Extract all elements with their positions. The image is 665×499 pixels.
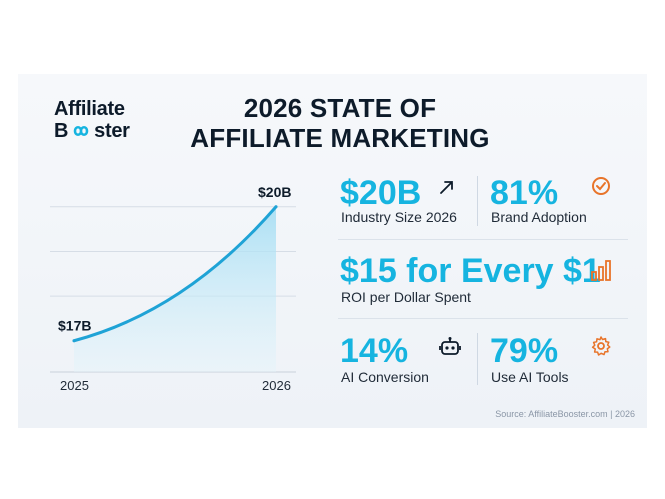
brand-line1: Affiliate bbox=[54, 98, 125, 120]
stat-industry-size-label: Industry Size 2026 bbox=[341, 209, 457, 225]
divider bbox=[338, 239, 628, 240]
stat-ai-tools-value: 79% bbox=[490, 332, 559, 370]
data-label: $20B bbox=[258, 184, 291, 200]
x-tick-label: 2026 bbox=[262, 378, 291, 393]
stat-ai-conversion-label: AI Conversion bbox=[341, 369, 429, 385]
title-line2: AFFILIATE MARKETING bbox=[190, 123, 490, 153]
arrow-up-right-icon bbox=[440, 181, 453, 194]
data-point bbox=[274, 205, 278, 209]
infinity-icon bbox=[68, 122, 94, 138]
bar-chart-icon bbox=[591, 260, 611, 281]
gear-icon bbox=[591, 336, 611, 356]
stat-roi-label: ROI per Dollar Spent bbox=[341, 289, 471, 305]
page-title: 2026 STATE OF AFFILIATE MARKETING bbox=[190, 93, 490, 153]
divider bbox=[338, 318, 628, 319]
robot-icon bbox=[439, 337, 461, 355]
stat-ai-tools-label: Use AI Tools bbox=[491, 369, 569, 385]
divider bbox=[477, 333, 478, 385]
title-line1: 2026 STATE OF bbox=[243, 93, 437, 123]
brand-line2-b: B bbox=[54, 120, 69, 142]
series-line bbox=[72, 205, 278, 343]
source-note: Source: AffiliateBooster.com | 2026 bbox=[495, 409, 635, 419]
stat-industry-size-value: $20B bbox=[340, 174, 422, 212]
stat-brand-adoption-value: 81% bbox=[490, 174, 559, 212]
area-fill bbox=[74, 206, 276, 372]
growth-chart: $17B $20B 2025 2026 bbox=[50, 184, 296, 393]
x-tick-label: 2025 bbox=[60, 378, 89, 393]
stat-roi-value: $15 for Every $1 bbox=[340, 252, 601, 290]
divider bbox=[477, 176, 478, 226]
stat-brand-adoption-label: Brand Adoption bbox=[491, 209, 587, 225]
data-point bbox=[72, 339, 76, 343]
brand-line2-rest: ster bbox=[94, 120, 130, 142]
data-label: $17B bbox=[58, 318, 91, 334]
stat-ai-conversion-value: 14% bbox=[340, 332, 409, 370]
check-circle-icon bbox=[592, 177, 610, 195]
